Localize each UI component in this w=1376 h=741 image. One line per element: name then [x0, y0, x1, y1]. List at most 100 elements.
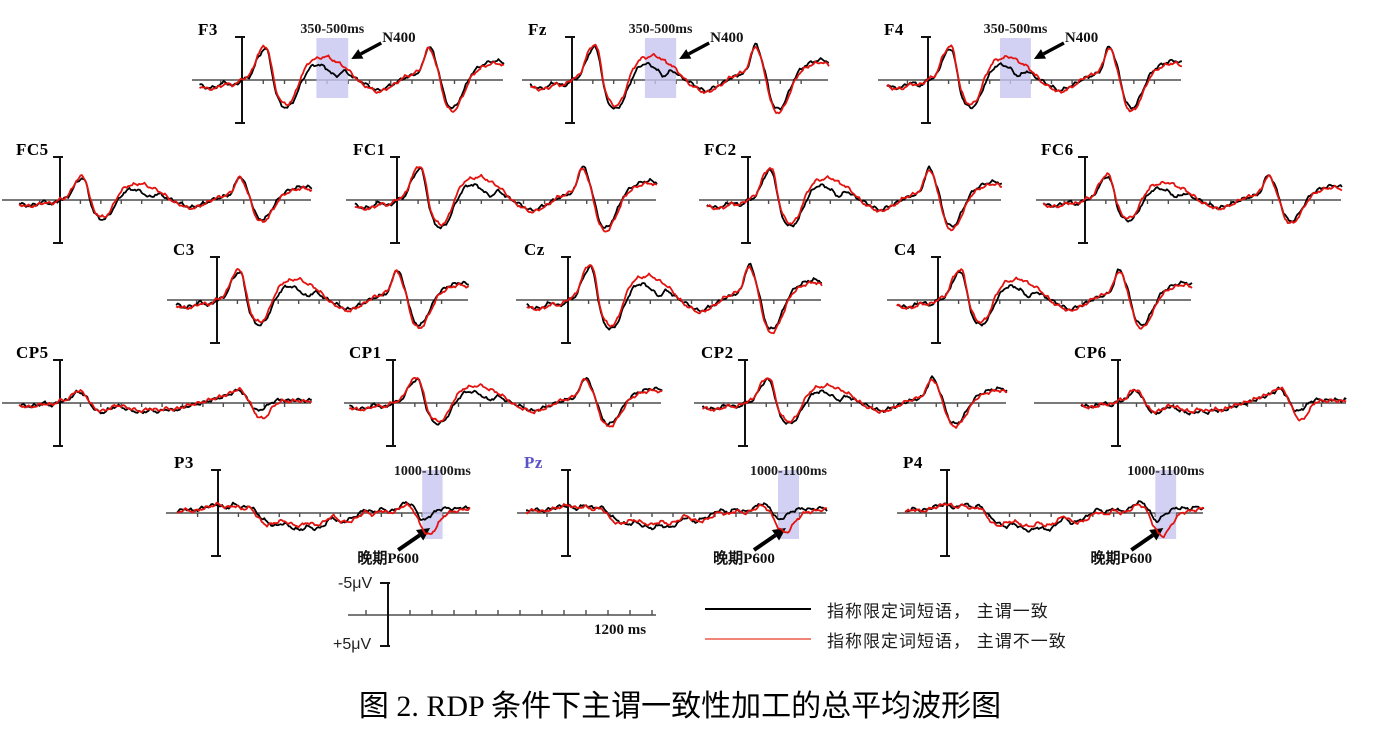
highlight-band-P4 [1155, 470, 1177, 539]
waveform-incongruent-FC5 [18, 174, 313, 223]
electrode-label-F4: F4 [884, 20, 904, 39]
erp-plot-FC2 [699, 156, 1003, 244]
electrode-label-Cz: Cz [524, 240, 545, 259]
waveform-congruent-Pz [526, 502, 828, 531]
waveform-incongruent-C4 [896, 268, 1193, 330]
annotation-arrow-P4 [1130, 533, 1154, 552]
electrode-label-FC5: FC5 [16, 140, 49, 159]
waveform-congruent-Cz [526, 262, 823, 331]
electrode-label-CP5: CP5 [16, 343, 49, 362]
erp-plot-CP6 [1034, 359, 1347, 447]
waveform-incongruent-FC2 [706, 167, 1002, 232]
highlight-band-F3 [316, 38, 349, 98]
waveform-incongruent-Cz [526, 264, 823, 335]
waveform-congruent-CP1 [349, 377, 663, 426]
electrode-label-C4: C4 [894, 240, 916, 259]
legend-label-congruent: 指称限定词短语， 主谓一致 [827, 601, 1049, 621]
window-label-P4: 1000-1100ms [1127, 464, 1205, 479]
peak-label-F3: N400 [382, 30, 416, 46]
erp-plot-FC1 [346, 156, 658, 244]
legend-item-congruent: 指称限定词短语， 主谓一致 [705, 594, 1067, 624]
electrode-label-Pz: Pz [524, 453, 543, 472]
erp-plot-FC5 [2, 156, 313, 244]
scale-time-label: 1200 ms [594, 622, 647, 638]
waveform-incongruent-F4 [886, 44, 1183, 113]
erp-plot-CP2 [694, 359, 1008, 447]
waveform-congruent-CP5 [18, 388, 312, 415]
waveform-congruent-FC5 [18, 175, 313, 222]
erp-plot-Pz [517, 469, 828, 557]
erp-plot-P3 [166, 469, 471, 557]
window-label-Fz: 350-500ms [628, 22, 693, 37]
erp-plot-CP1 [344, 359, 663, 447]
erp-plot-C3 [167, 256, 470, 344]
waveform-incongruent-FC1 [354, 166, 658, 233]
annotation-arrow-F4-head [1033, 49, 1047, 59]
erp-plot-F4 [878, 36, 1183, 124]
electrode-label-CP6: CP6 [1074, 343, 1107, 362]
electrode-label-Fz: Fz [528, 20, 547, 39]
figure-caption: 图 2. RDP 条件下主谓一致性加工的总平均波形图 [358, 690, 1002, 723]
annotation-arrow-P3-head [415, 528, 431, 541]
peak-label-Fz: N400 [710, 30, 744, 46]
legend-line-incongruent [705, 638, 811, 640]
waveform-congruent-FC1 [354, 165, 658, 230]
erp-plot-P4 [897, 469, 1205, 557]
peak-label-P4: 晚期P600 [1090, 551, 1153, 567]
waveform-congruent-C3 [175, 269, 469, 327]
waveform-incongruent-CP5 [18, 386, 312, 420]
highlight-band-Fz [644, 38, 677, 98]
annotation-arrow-F4 [1042, 41, 1065, 56]
window-label-Pz: 1000-1100ms [750, 464, 827, 479]
waveform-congruent-F3 [199, 46, 505, 110]
waveform-incongruent-CP6 [1080, 386, 1347, 422]
annotation-arrow-F3 [360, 41, 383, 56]
window-label-P3: 1000-1100ms [393, 464, 471, 479]
waveform-incongruent-Fz [530, 43, 830, 115]
erp-plot-Cz [516, 256, 823, 344]
peak-label-Pz: 晚期P600 [713, 551, 775, 567]
waveform-congruent-F4 [886, 45, 1183, 110]
erp-plot-C4 [887, 256, 1193, 344]
electrode-label-FC2: FC2 [704, 140, 737, 159]
scale-axis [348, 582, 656, 647]
annotation-arrow-Pz [752, 533, 777, 552]
waveform-incongruent-FC6 [1042, 172, 1343, 224]
electrode-label-FC1: FC1 [353, 140, 386, 159]
peak-label-F4: N400 [1064, 30, 1099, 46]
waveform-incongruent-P3 [176, 501, 471, 535]
electrode-label-P4: P4 [903, 453, 923, 472]
erp-plot-Fz [522, 36, 830, 124]
annotation-arrow-P4-head [1149, 528, 1164, 541]
electrode-label-F3: F3 [198, 20, 218, 39]
waveform-incongruent-F3 [199, 44, 505, 113]
electrode-label-C3: C3 [173, 240, 195, 259]
scale-bottom-label: +5μV [333, 636, 372, 653]
erp-plot-CP5 [2, 359, 312, 447]
waveform-congruent-Fz [529, 42, 830, 111]
waveform-incongruent-CP2 [702, 377, 1008, 429]
electrode-label-P3: P3 [174, 453, 194, 472]
legend-item-incongruent: 指称限定词短语， 主谓不一致 [705, 624, 1067, 654]
electrode-label-CP2: CP2 [701, 343, 734, 362]
window-label-F4: 350-500ms [983, 22, 1048, 37]
waveform-incongruent-Pz [525, 503, 828, 534]
peak-label-P3: 晚期P600 [357, 551, 419, 567]
waveform-incongruent-CP1 [348, 376, 663, 428]
scale-top-label: -5μV [338, 575, 373, 592]
annotation-arrow-Fz [687, 41, 710, 56]
window-label-F3: 350-500ms [300, 22, 365, 37]
waveform-congruent-P3 [176, 501, 471, 532]
waveform-incongruent-P4 [904, 502, 1205, 539]
annotation-arrow-F3-head [351, 49, 364, 59]
annotation-arrow-Fz-head [679, 49, 692, 59]
legend: 指称限定词短语， 主谓一致 指称限定词短语， 主谓不一致 [705, 594, 1067, 654]
legend-label-incongruent: 指称限定词短语， 主谓不一致 [827, 631, 1067, 651]
erp-plot-FC6 [1036, 156, 1343, 244]
electrode-label-CP1: CP1 [349, 343, 382, 362]
annotation-arrow-P3 [397, 533, 421, 552]
erp-plot-F3 [192, 36, 505, 124]
highlight-band-F4 [1000, 38, 1031, 98]
